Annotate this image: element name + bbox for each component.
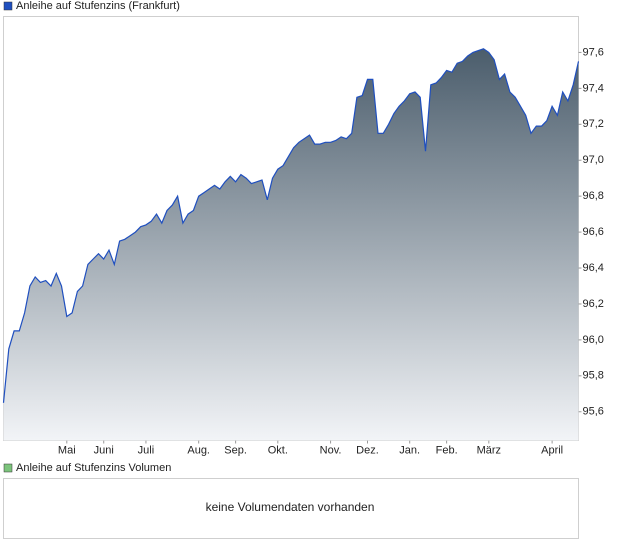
line [2,48,580,403]
legend-swatch [3,1,13,11]
y-tick-label: 96,6 [583,226,604,238]
y-tick-label: 96,4 [583,262,604,274]
y-tick-label: 97,2 [583,118,604,130]
x-tick-label: Sep. [224,444,247,456]
x-tick-label: April [541,444,563,456]
area [3,48,579,441]
x-tick-label: Feb. [436,444,458,456]
legend-label: Anleihe auf Stufenzins (Frankfurt) [16,0,180,12]
x-tick-label: Jan. [399,444,420,456]
x-tick-label: Juni [94,444,114,456]
x-tick-label: Dez. [356,444,379,456]
y-tick-label: 97,4 [583,82,604,94]
x-tick-label: Mai [58,444,76,456]
y-tick-label: 97,0 [583,154,604,166]
y-tick-label: 96,2 [583,298,604,310]
x-tick-label: Okt. [268,444,288,456]
y-tick-label: 96,8 [583,190,604,202]
no-data-note: keine Volumendaten vorhanden [206,500,375,514]
y-tick-label: 95,8 [583,370,604,382]
x-tick-label: Aug. [187,444,210,456]
y-tick-label: 95,6 [583,406,604,418]
legend-swatch [3,463,13,473]
x-tick-label: Nov. [320,444,342,456]
y-tick-label: 97,6 [583,46,604,58]
x-tick-label: März [477,444,501,456]
y-tick-label: 96,0 [583,334,604,346]
volume-frame [3,478,579,539]
legend-label: Anleihe auf Stufenzins Volumen [16,462,171,474]
x-tick-label: Juli [138,444,155,456]
